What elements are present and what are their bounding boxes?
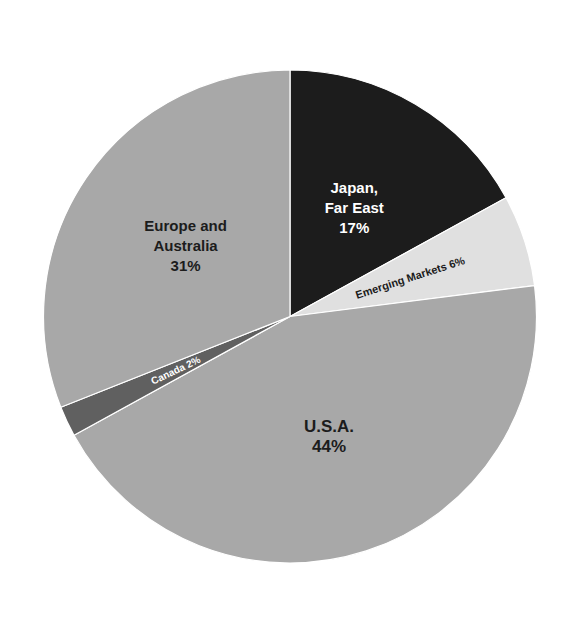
svg-text:Emerging Markets 6%: Emerging Markets 6%: [354, 254, 466, 301]
svg-text:Europe and: Europe and: [144, 217, 227, 234]
svg-text:U.S.A.: U.S.A.: [304, 417, 354, 436]
svg-text:Australia: Australia: [153, 237, 218, 254]
svg-text:31%: 31%: [171, 257, 201, 274]
svg-text:44%: 44%: [312, 437, 346, 456]
svg-text:17%: 17%: [339, 219, 369, 236]
svg-text:Japan,: Japan,: [331, 179, 379, 196]
svg-text:Canada 2%: Canada 2%: [149, 354, 202, 387]
svg-text:Far East: Far East: [325, 199, 384, 216]
